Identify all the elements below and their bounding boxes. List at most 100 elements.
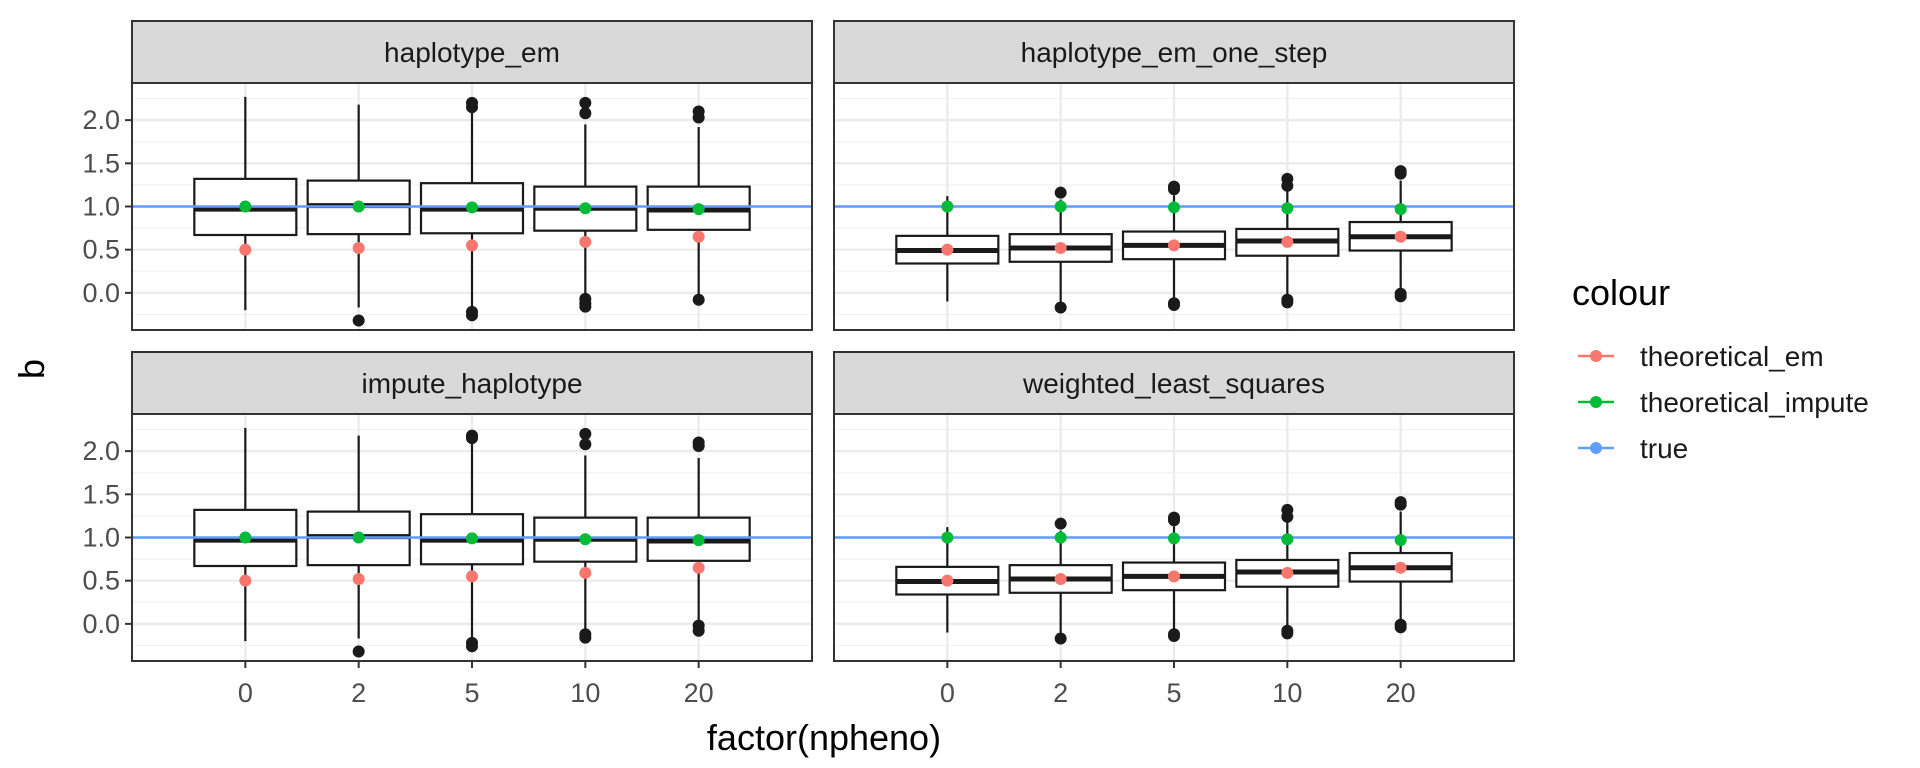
outlier-point <box>466 96 478 109</box>
x-tick-label: 2 <box>1053 678 1068 708</box>
legend-title: colour <box>1572 272 1670 313</box>
theoretical-em-point <box>941 574 954 587</box>
theoretical-em-point <box>1054 572 1067 585</box>
theoretical-impute-point <box>941 200 954 213</box>
theoretical-impute-point <box>352 531 365 544</box>
y-tick-label: 1.5 <box>82 148 120 178</box>
outlier-point <box>1054 517 1067 530</box>
theoretical-impute-point <box>1281 533 1294 546</box>
theoretical-impute-point <box>1394 203 1407 216</box>
outlier-point <box>579 427 592 440</box>
theoretical-em-point <box>352 241 365 254</box>
facet-strip <box>833 351 1515 415</box>
outlier-point <box>579 438 592 451</box>
panel-border <box>833 82 1515 331</box>
theoretical-em-point <box>466 570 478 583</box>
facet-strip <box>131 351 813 415</box>
outlier-point <box>692 624 705 637</box>
outlier-point <box>1054 632 1067 645</box>
theoretical-impute-point <box>579 202 592 215</box>
x-tick-label: 20 <box>684 678 714 708</box>
outlier-point <box>1168 511 1180 524</box>
outlier-point <box>1281 503 1294 516</box>
outlier-point <box>466 640 478 653</box>
legend: colour theoretical_em theoretical_imputet… <box>1572 272 1869 464</box>
theoretical-impute-point <box>1168 201 1180 214</box>
theoretical-em-point <box>1394 230 1407 243</box>
outlier-point <box>352 645 365 658</box>
x-tick-label: 0 <box>940 678 955 708</box>
facet-panel-haplotype-em: haplotype_em <box>131 20 813 331</box>
legend-item-theoretical-em: theoretical_em <box>1578 341 1824 372</box>
legend-item-theoretical-impute: theoretical_impute <box>1578 387 1869 418</box>
outlier-point <box>466 309 478 322</box>
outlier-point <box>1394 165 1407 178</box>
x-tick-label: 5 <box>1166 678 1181 708</box>
theoretical-em-point <box>239 574 252 587</box>
theoretical-impute-point <box>466 532 478 545</box>
theoretical-em-point <box>352 572 365 585</box>
outlier-point <box>579 107 592 120</box>
outlier-point <box>692 436 705 449</box>
panels-layer: haplotype_em haplotype_em_one_step impute_… <box>131 20 1515 662</box>
theoretical-em-point <box>466 239 478 252</box>
y-tick-label: 2.0 <box>82 105 120 135</box>
legend-item-label: theoretical_impute <box>1640 387 1869 418</box>
x-tick-label: 0 <box>238 678 253 708</box>
theoretical-em-point <box>1054 241 1067 254</box>
axes-layer: 0.0 0.5 1.0 1.5 2.0 0.0 0.5 1.0 1.5 2.0 0 2 5 10 20 0 2 5… <box>82 105 1415 708</box>
theoretical-em-point <box>579 566 592 579</box>
theoretical-impute-point <box>1394 534 1407 547</box>
theoretical-em-point <box>239 243 252 256</box>
theoretical-impute-point <box>352 200 365 213</box>
outlier-point <box>692 105 705 118</box>
y-tick-label: 0.5 <box>82 566 120 596</box>
theoretical-impute-point <box>1054 531 1067 544</box>
outlier-point <box>1281 296 1294 309</box>
y-axis-title: b <box>11 359 52 379</box>
facet-strip-label: haplotype_em <box>384 37 560 68</box>
theoretical-em-point <box>1168 570 1180 583</box>
theoretical-impute-point <box>1281 202 1294 215</box>
outlier-point <box>1168 298 1180 311</box>
outlier-point <box>466 429 478 442</box>
outlier-point <box>579 300 592 313</box>
y-tick-label: 2.0 <box>82 436 120 466</box>
theoretical-em-point <box>1168 239 1180 252</box>
theoretical-em-point <box>1394 561 1407 574</box>
theoretical-em-point <box>1281 566 1294 579</box>
facet-strip-label: haplotype_em_one_step <box>1021 37 1328 68</box>
theoretical-impute-point <box>941 531 954 544</box>
outlier-point <box>1394 290 1407 303</box>
theoretical-impute-point <box>1168 532 1180 545</box>
facet-strip-label: impute_haplotype <box>361 368 582 399</box>
outlier-point <box>692 293 705 306</box>
y-tick-label: 0.0 <box>82 278 120 308</box>
theoretical-em-point <box>692 561 705 574</box>
legend-key-point <box>1590 396 1602 408</box>
x-tick-label: 10 <box>1272 678 1302 708</box>
facet-panel-weighted-least-squares: weighted_least_squares <box>833 351 1515 662</box>
y-tick-label: 1.0 <box>82 192 120 222</box>
x-tick-label: 2 <box>351 678 366 708</box>
theoretical-em-point <box>1281 235 1294 248</box>
facet-strip <box>833 20 1515 84</box>
theoretical-impute-point <box>692 203 705 216</box>
x-tick-label: 20 <box>1386 678 1416 708</box>
outlier-point <box>1054 186 1067 199</box>
facet-panel-haplotype-em-one-step: haplotype_em_one_step <box>833 20 1515 331</box>
outlier-point <box>579 96 592 109</box>
y-tick-label: 0.5 <box>82 235 120 265</box>
y-tick-label: 1.0 <box>82 523 120 553</box>
legend-item-true: true <box>1578 433 1688 464</box>
x-tick-label: 10 <box>570 678 600 708</box>
x-tick-label: 5 <box>464 678 479 708</box>
facet-strip <box>131 20 813 84</box>
theoretical-em-point <box>579 235 592 248</box>
boxplot-10 <box>1235 503 1340 640</box>
outlier-point <box>1394 621 1407 634</box>
theoretical-impute-point <box>692 534 705 547</box>
legend-key-point <box>1590 350 1602 362</box>
